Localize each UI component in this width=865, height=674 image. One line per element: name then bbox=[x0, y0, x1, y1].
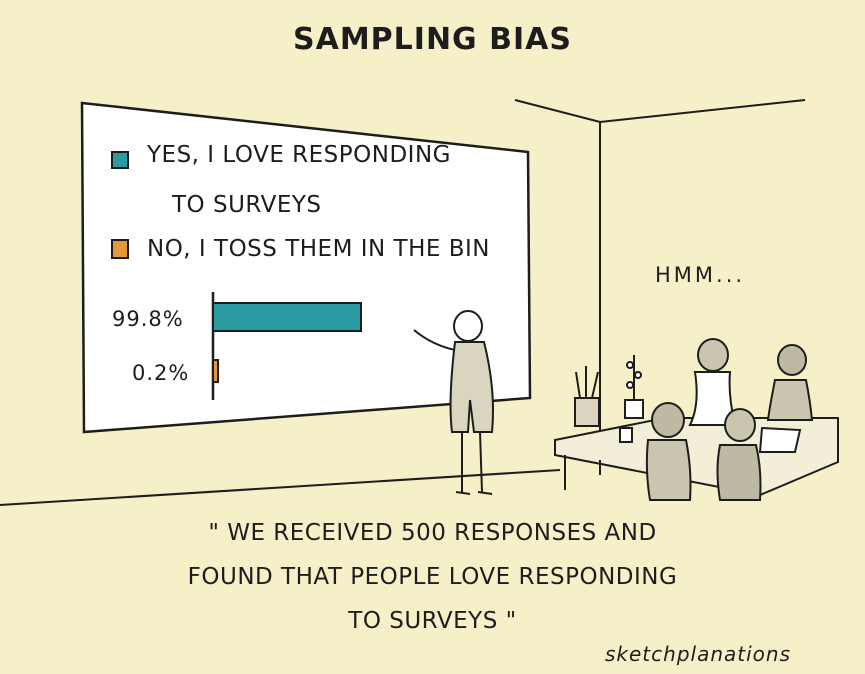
bar-yes bbox=[212, 302, 362, 332]
signature: sketchplanations bbox=[605, 642, 791, 666]
room-lines bbox=[0, 99, 806, 506]
legend-label-yes-line2: TO SURVEYS bbox=[172, 192, 322, 218]
quote-line-1: " WE RECEIVED 500 RESPONSES AND bbox=[208, 520, 657, 546]
legend-label-no: NO, I TOSS THEM IN THE BIN bbox=[147, 236, 490, 262]
legend-swatch-no bbox=[111, 239, 129, 259]
quote-line-3: TO SURVEYS " bbox=[348, 608, 517, 634]
legend-swatch-yes bbox=[111, 151, 129, 169]
plant-right bbox=[624, 355, 644, 419]
plant-left bbox=[574, 366, 600, 427]
bar-chart bbox=[211, 292, 362, 400]
presenter bbox=[413, 310, 494, 495]
legend-label-yes-line1: YES, I LOVE RESPONDING bbox=[147, 142, 451, 168]
quote-line-2: FOUND THAT PEOPLE LOVE RESPONDING bbox=[187, 564, 678, 590]
page-title: SAMPLING BIAS bbox=[293, 22, 572, 57]
bar-value-label-yes: 99.8% bbox=[112, 307, 184, 331]
bar-no bbox=[212, 359, 219, 383]
speech-bubble-text: HMM... bbox=[655, 263, 746, 287]
cup bbox=[619, 427, 633, 443]
audience bbox=[645, 338, 814, 501]
presentation-screen bbox=[80, 101, 532, 434]
bar-value-label-no: 0.2% bbox=[132, 361, 190, 385]
